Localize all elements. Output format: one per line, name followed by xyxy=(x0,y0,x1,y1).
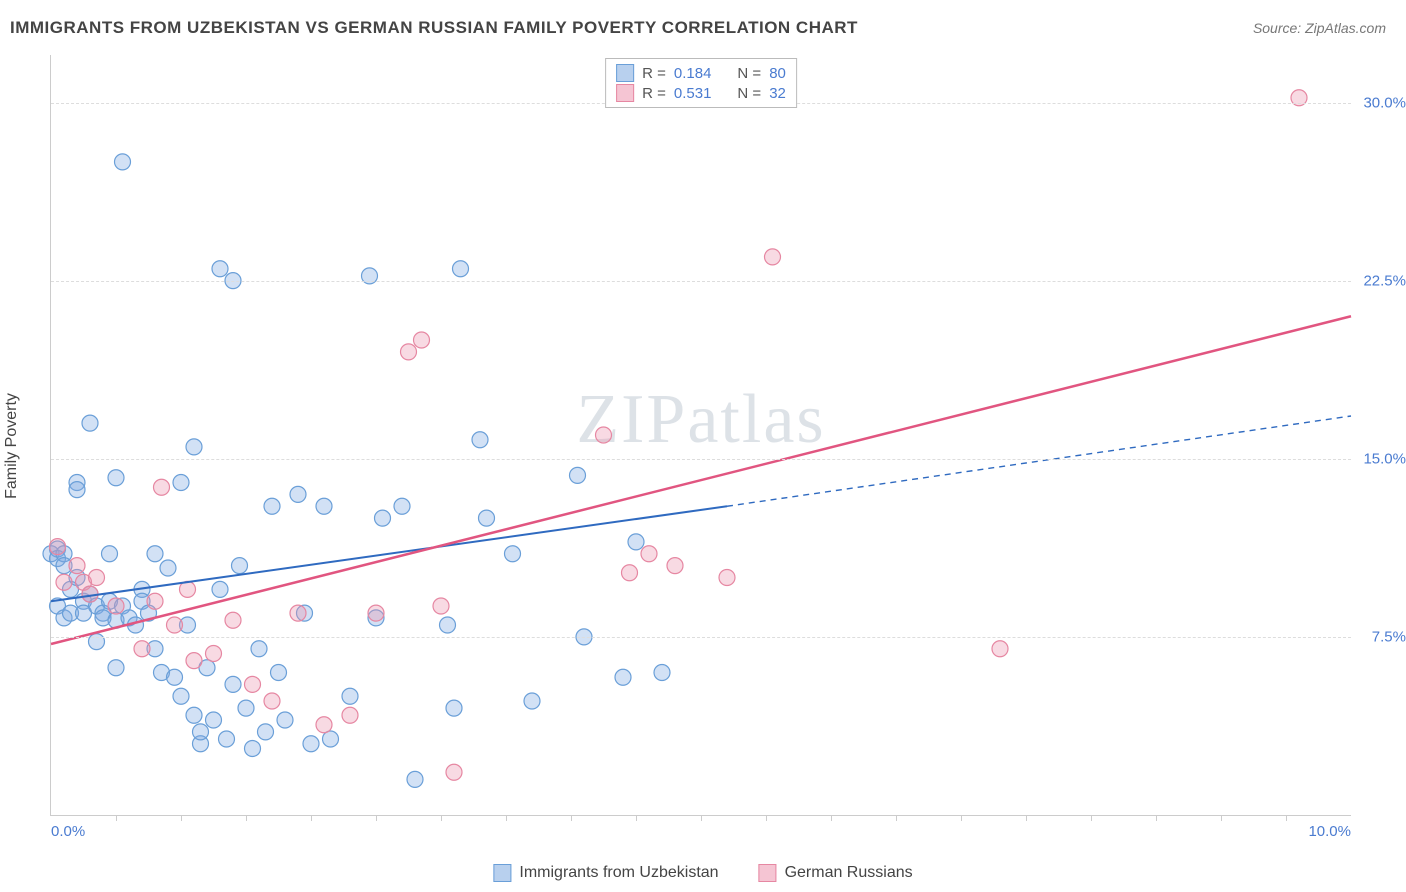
legend-bottom: Immigrants from Uzbekistan German Russia… xyxy=(493,864,912,882)
y-tick-label: 15.0% xyxy=(1363,450,1406,467)
swatch-icon xyxy=(759,864,777,882)
x-tick-label: 10.0% xyxy=(1308,823,1351,840)
y-axis-label: Family Poverty xyxy=(3,393,21,499)
legend-item: Immigrants from Uzbekistan xyxy=(493,864,718,882)
stat-r-label: R = xyxy=(642,65,666,82)
source-label: Source: ZipAtlas.com xyxy=(1253,20,1386,36)
legend-stats-row: R = 0.184 N = 80 xyxy=(616,63,786,83)
y-tick-label: 7.5% xyxy=(1372,628,1406,645)
stat-n-value: 32 xyxy=(769,85,786,102)
legend-label: Immigrants from Uzbekistan xyxy=(519,864,718,882)
legend-item: German Russians xyxy=(759,864,913,882)
legend-stats: R = 0.184 N = 80 R = 0.531 N = 32 xyxy=(605,58,797,108)
stat-r-value: 0.184 xyxy=(674,65,712,82)
swatch-icon xyxy=(616,84,634,102)
swatch-icon xyxy=(616,64,634,82)
stat-r-value: 0.531 xyxy=(674,85,712,102)
y-tick-label: 22.5% xyxy=(1363,272,1406,289)
legend-label: German Russians xyxy=(785,864,913,882)
y-tick-label: 30.0% xyxy=(1363,94,1406,111)
chart-title: IMMIGRANTS FROM UZBEKISTAN VS GERMAN RUS… xyxy=(10,18,858,38)
stat-n-value: 80 xyxy=(769,65,786,82)
x-tick-label: 0.0% xyxy=(51,823,85,840)
stat-n-label: N = xyxy=(737,65,761,82)
chart-container: IMMIGRANTS FROM UZBEKISTAN VS GERMAN RUS… xyxy=(0,0,1406,892)
chart-svg xyxy=(51,55,1351,815)
swatch-icon xyxy=(493,864,511,882)
stat-r-label: R = xyxy=(642,85,666,102)
plot-area: R = 0.184 N = 80 R = 0.531 N = 32 ZIPatl… xyxy=(50,55,1351,816)
legend-stats-row: R = 0.531 N = 32 xyxy=(616,83,786,103)
stat-n-label: N = xyxy=(737,85,761,102)
